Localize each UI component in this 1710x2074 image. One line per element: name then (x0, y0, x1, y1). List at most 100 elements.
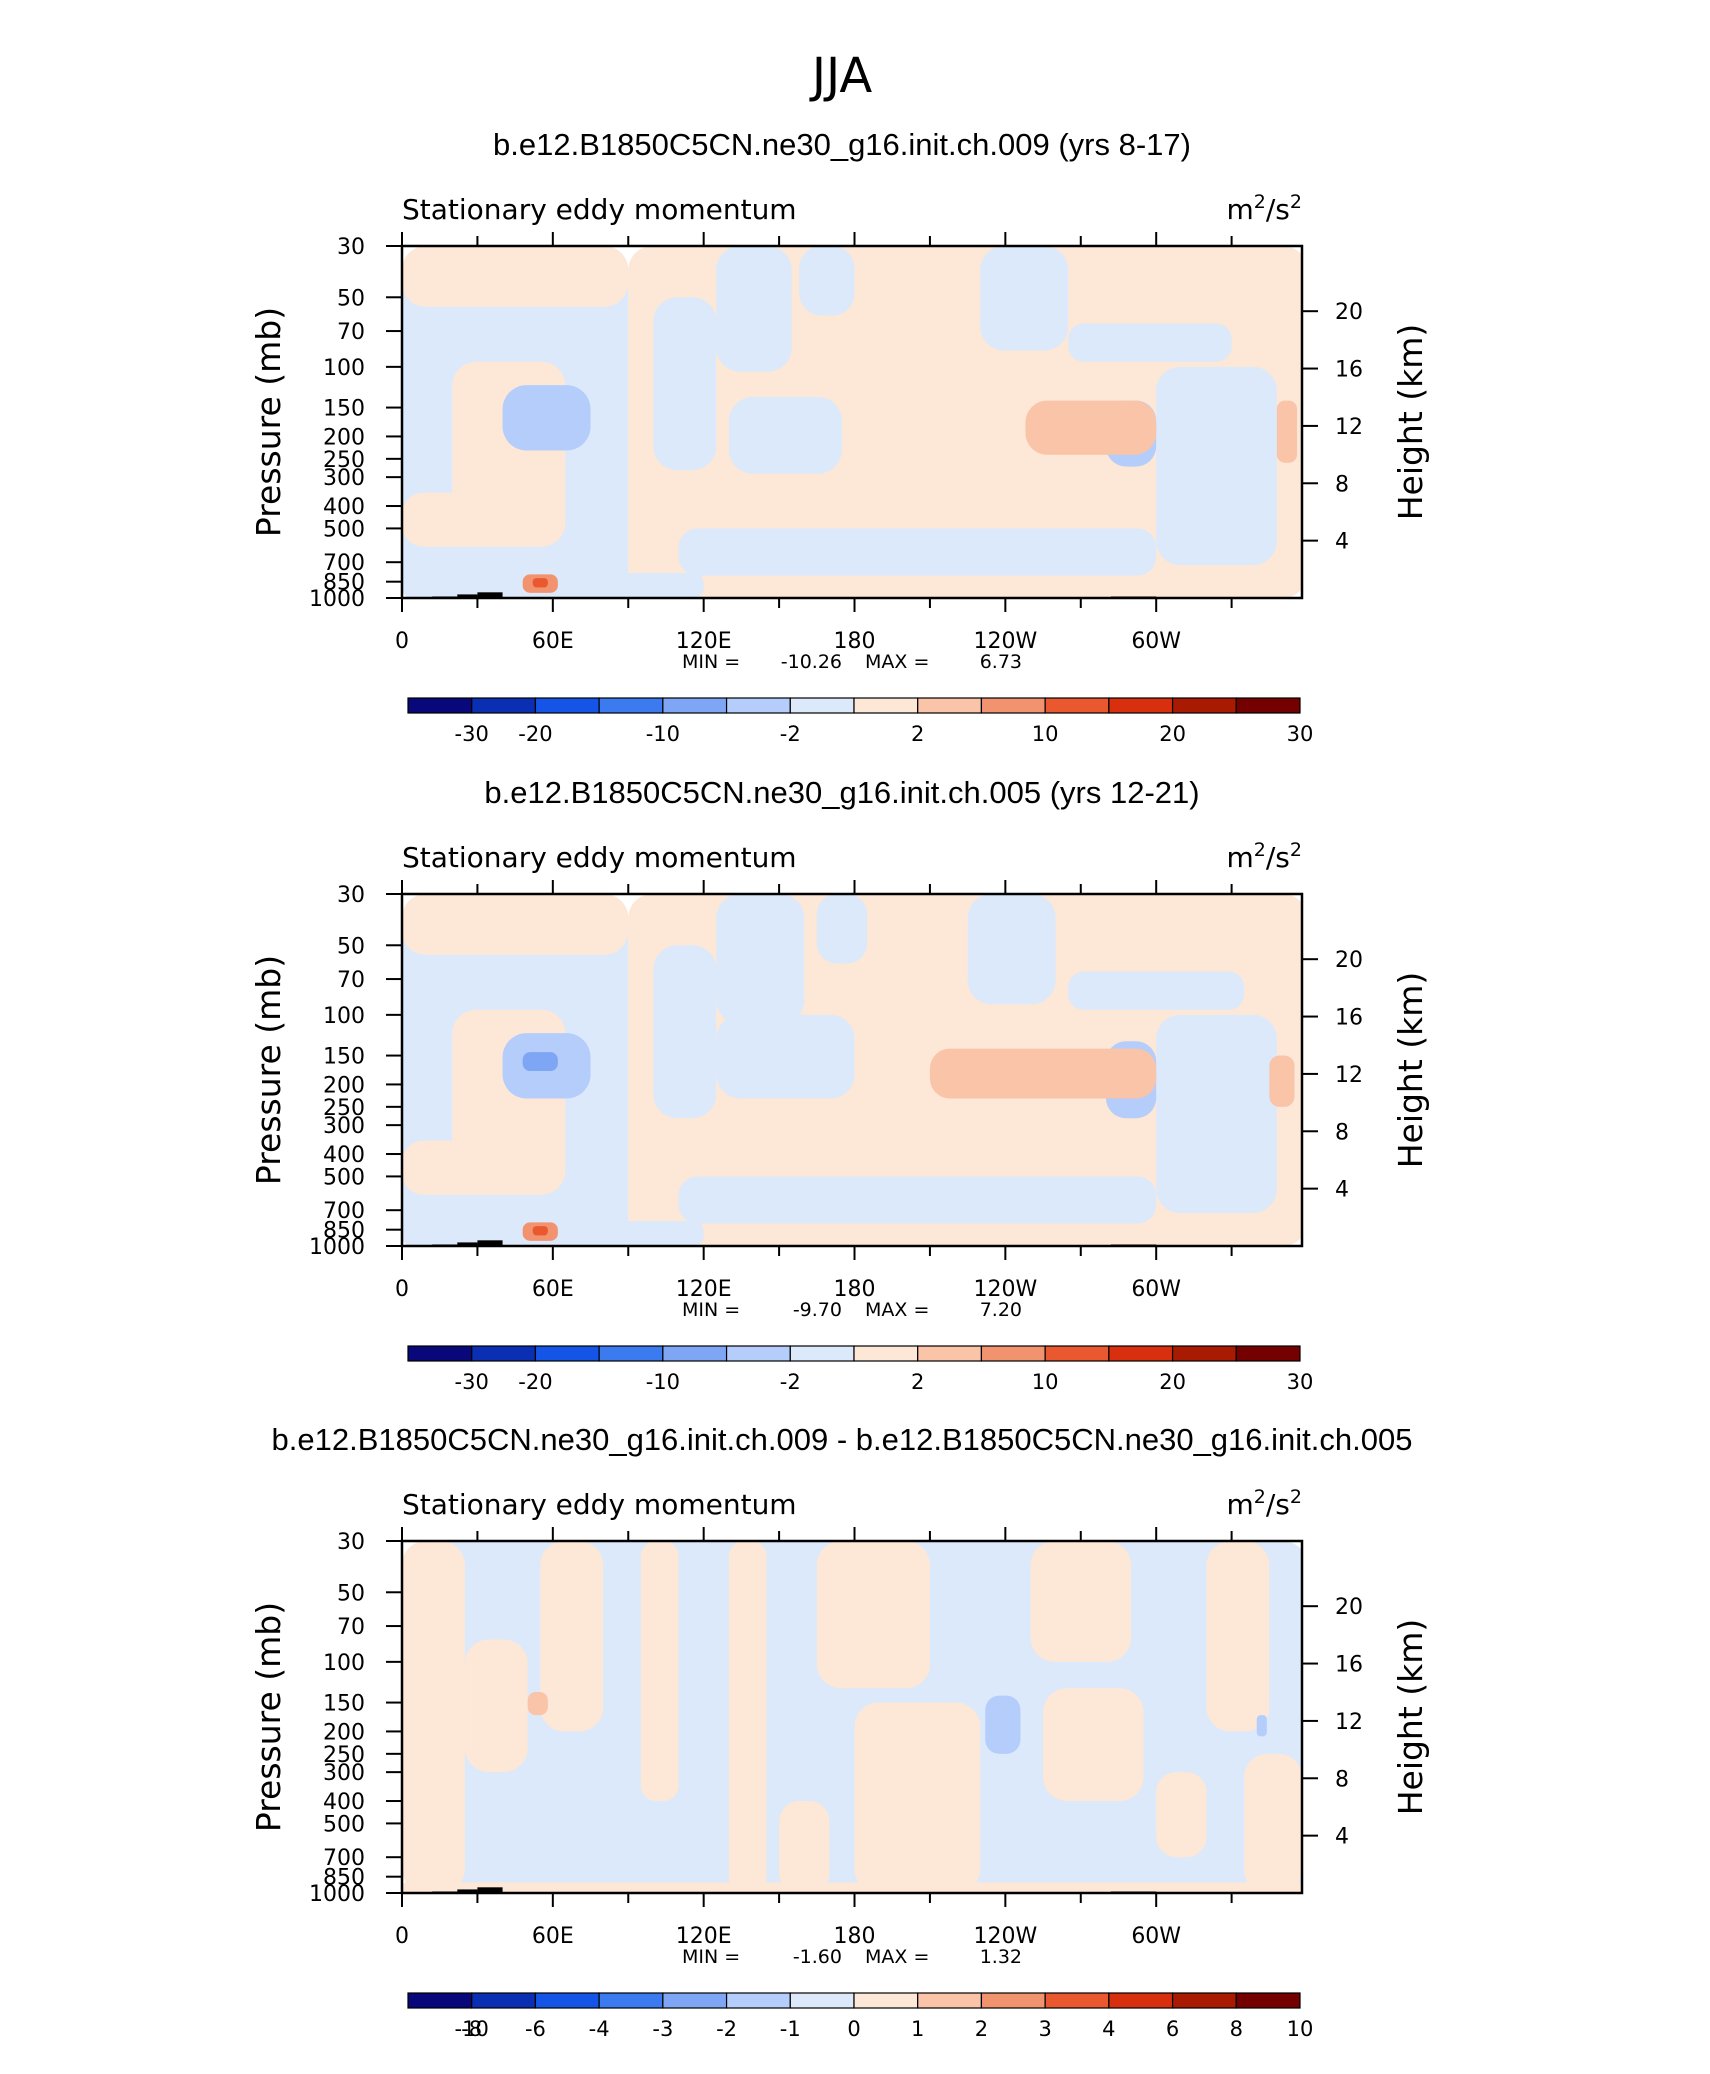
colorbar-box (1171, 697, 1237, 714)
height-tick-label: 4 (1335, 1825, 1349, 1850)
colorbar-box (662, 1992, 728, 2009)
colorbar-label: 20 (1159, 1370, 1186, 1394)
colorbar-box (1235, 697, 1301, 714)
min-value: -10.26 (781, 651, 842, 673)
colorbar-box (1108, 1992, 1174, 2009)
y-axis-label-right: Height (km) (1391, 972, 1430, 1169)
colorbar-label: -2 (780, 722, 801, 746)
colorbar-label: 30 (1287, 1370, 1314, 1394)
units-base: m (1227, 1488, 1254, 1521)
min-value: -1.60 (793, 1946, 842, 1968)
colorbar-label: -20 (518, 722, 552, 746)
contour-region (1269, 1055, 1295, 1107)
lon-tick-label: 120W (973, 1277, 1037, 1302)
contour-field (402, 894, 1302, 1246)
pressure-tick-label: 700 (323, 1199, 365, 1224)
colorbar-box (789, 1992, 855, 2009)
contour-region (1276, 400, 1297, 463)
colorbar-box (407, 697, 473, 714)
colorbar-box (1108, 697, 1174, 714)
pressure-tick-label: 850 (323, 571, 365, 596)
colorbar-box (980, 1992, 1046, 2009)
max-value: 7.20 (980, 1299, 1022, 1321)
colorbar-label: 4 (1102, 2017, 1115, 2041)
y-axis-label: Pressure (mb) (249, 955, 288, 1185)
lon-tick-label: 120W (973, 1924, 1037, 1949)
topography-mask (457, 594, 478, 598)
contour-region (653, 297, 717, 471)
colorbar-box (980, 697, 1046, 714)
contour-region (799, 246, 855, 316)
contour-region (522, 1052, 558, 1072)
max-value: 1.32 (980, 1946, 1022, 1968)
lon-tick-label: 60E (532, 1277, 574, 1302)
left-string: Stationary eddy momentum (402, 1488, 797, 1521)
colorbar-label: -30 (455, 722, 489, 746)
contour-region (402, 246, 629, 307)
contour-field (402, 246, 1302, 598)
contour-region (716, 894, 805, 1025)
colorbar-box (471, 697, 537, 714)
colorbar-label: 2 (911, 722, 924, 746)
units-exponent: 2 (1254, 1486, 1266, 1508)
contour-region (1256, 1715, 1267, 1737)
colorbar-box (1044, 1992, 1110, 2009)
pressure-tick-label: 50 (337, 934, 365, 959)
colorbar-box (534, 1992, 600, 2009)
pressure-tick-label: 300 (323, 1114, 365, 1139)
colorbar-box (1235, 1992, 1301, 2009)
pressure-tick-label: 150 (323, 397, 365, 422)
contour-region (816, 1541, 930, 1689)
colorbar-box (662, 1345, 728, 1362)
colorbar-label: 1 (911, 2017, 924, 2041)
pressure-tick-label: 200 (323, 1073, 365, 1098)
contour-region (402, 1882, 1302, 1893)
contour-region (464, 1639, 528, 1773)
colorbar-box (853, 1992, 919, 2009)
panel-difference: b.e12.B1850C5CN.ne30_g16.init.ch.009 - b… (249, 1422, 1430, 2041)
contour-region (1068, 323, 1232, 362)
contour-region (967, 894, 1056, 1005)
colorbar-box (662, 697, 728, 714)
pressure-tick-label: 70 (337, 1615, 365, 1640)
contour-region (532, 578, 548, 588)
panel-title: b.e12.B1850C5CN.ne30_g16.init.ch.005 (yr… (484, 775, 1199, 810)
colorbar-box (1235, 1345, 1301, 1362)
units-exponent: 2 (1254, 839, 1266, 861)
colorbar-box (471, 1992, 537, 2009)
pressure-tick-label: 300 (323, 466, 365, 491)
height-tick-label: 12 (1335, 1063, 1363, 1088)
lon-tick-label: 120E (676, 1924, 732, 1949)
contour-region (1244, 1753, 1302, 1893)
contour-region (502, 385, 591, 451)
colorbar-label: 30 (1287, 722, 1314, 746)
max-value: 6.73 (980, 651, 1022, 673)
pressure-tick-label: 1000 (309, 587, 365, 612)
y-axis-label-right: Height (km) (1391, 1619, 1430, 1816)
pressure-tick-label: 250 (323, 1096, 365, 1121)
lon-tick-label: 0 (395, 1924, 409, 1949)
colorbar-label: 10 (1032, 1370, 1059, 1394)
min-value: -9.70 (793, 1299, 842, 1321)
lon-tick-label: 60E (532, 629, 574, 654)
height-tick-label: 16 (1335, 1653, 1363, 1678)
height-tick-label: 8 (1335, 1120, 1349, 1145)
plot-frame (400, 892, 1304, 1248)
min-label: MIN = (682, 1946, 740, 1968)
colorbar-box (407, 1345, 473, 1362)
colorbar-box (1171, 1345, 1237, 1362)
colorbar-label: 6 (1166, 2017, 1179, 2041)
colorbar: -10-8 -6 -4 -3 -2 -1 0 1 2 3 4 6 8 10 (407, 1992, 1313, 2041)
contour-region (929, 1048, 1157, 1099)
contour-region (985, 1695, 1021, 1754)
pressure-tick-label: 1000 (309, 1882, 365, 1907)
units-label: m2/s2 (1227, 1486, 1303, 1521)
contour-region (402, 492, 503, 547)
colorbar-label: 10 (1032, 722, 1059, 746)
pressure-tick-label: 100 (323, 1004, 365, 1029)
max-label: MAX = (865, 1946, 929, 1968)
contour-region (779, 1801, 830, 1893)
pressure-tick-label: 500 (323, 1165, 365, 1190)
lon-tick-label: 120E (676, 1277, 732, 1302)
